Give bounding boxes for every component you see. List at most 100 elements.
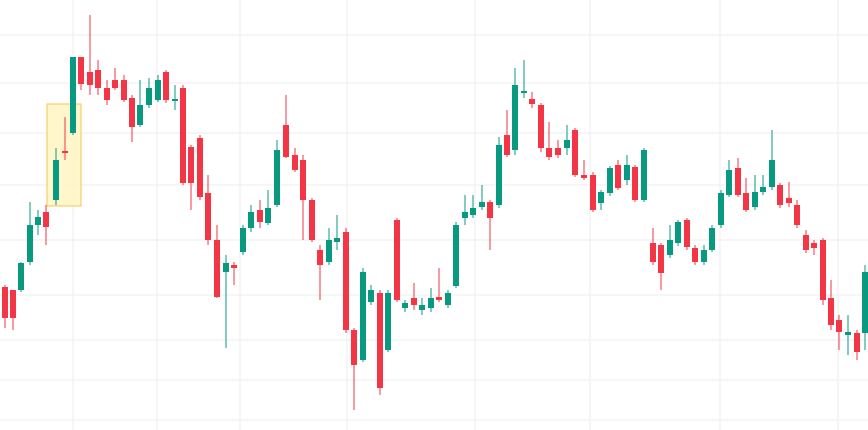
candle-body [760,187,766,192]
candle-body [197,138,203,197]
candle-body [487,202,493,218]
candle-body [632,167,638,200]
candle-body [743,193,749,210]
candle-body [129,98,135,127]
candle-body [360,272,366,360]
candle-body [112,80,118,88]
candle-body [53,160,59,200]
candle-body [564,140,570,148]
candle-body [794,205,800,225]
candle-body [470,208,476,215]
candle-body [172,99,178,101]
candle-body [2,287,8,318]
candle-body [146,88,152,105]
candle-body [317,250,323,265]
candle-body [70,57,76,133]
candle-body [394,220,400,300]
candle-body [607,168,613,193]
candle-body [675,222,681,243]
candle-body [223,263,229,272]
candle-body [667,240,673,255]
candle-body [726,170,732,195]
candle-body [402,303,408,308]
candle-body [529,99,535,104]
candle-body [445,293,451,305]
candle-body [326,240,332,262]
candle-body [752,192,758,207]
candle-body [692,248,698,262]
candle-body [786,198,792,203]
candle-body [436,297,442,300]
candle-body [555,148,561,155]
candle-body [590,175,596,210]
candle-body [769,160,775,187]
candle-body [43,212,49,227]
candle-body [121,80,127,100]
candle-body [658,245,664,273]
candle-body [274,150,280,205]
candle-body [496,145,502,205]
candle-body [240,228,246,252]
candle-body [845,332,851,335]
candle-body [155,80,161,100]
candle-body [411,298,417,305]
candle-body [641,150,647,200]
candle-body [377,293,383,388]
candle-body [701,250,707,262]
candle-body [718,193,724,225]
candle-body [385,293,391,350]
candle-body [27,225,33,262]
candle-body [538,105,544,148]
candle-body [188,147,194,183]
candle-body [368,290,374,302]
candle-body [104,88,110,100]
candle-body [419,305,425,310]
candle-body [300,160,306,200]
candle-body [309,200,315,240]
candle-body [10,290,16,318]
candle-body [257,210,263,222]
candle-body [35,217,41,225]
candle-body [428,298,434,308]
candle-body [137,105,143,125]
candle-body [650,243,656,262]
candle-body [581,175,587,178]
candle-body [248,212,254,228]
candle-body [735,168,741,195]
candle-body [462,212,468,218]
candle-body [265,208,271,223]
candle-body [777,185,783,205]
candle-body [334,238,340,242]
candle-body [18,263,24,290]
candle-body [62,151,68,153]
candle-body [95,70,101,88]
candle-body [572,130,578,175]
candle-body [598,192,604,203]
candle-body [521,91,527,93]
candle-body [854,333,860,352]
candle-body [828,298,834,325]
candle-body [479,202,485,207]
candle-body [709,228,715,250]
candle-body [803,235,809,250]
candle-body [180,88,186,183]
candle-body [546,148,552,157]
candle-body [624,165,630,180]
candle-body [836,320,842,332]
candle-body [214,240,220,297]
candle-body [292,155,298,170]
candle-body [615,165,621,188]
candle-body [811,243,817,248]
candle-body [87,72,93,85]
candle-body [453,225,459,286]
candle-body [862,272,868,333]
candles [2,15,868,410]
candle-body [78,57,84,84]
candle-body [205,193,211,240]
candle-body [283,125,289,157]
candle-body [684,220,690,247]
candle-body [504,135,510,155]
